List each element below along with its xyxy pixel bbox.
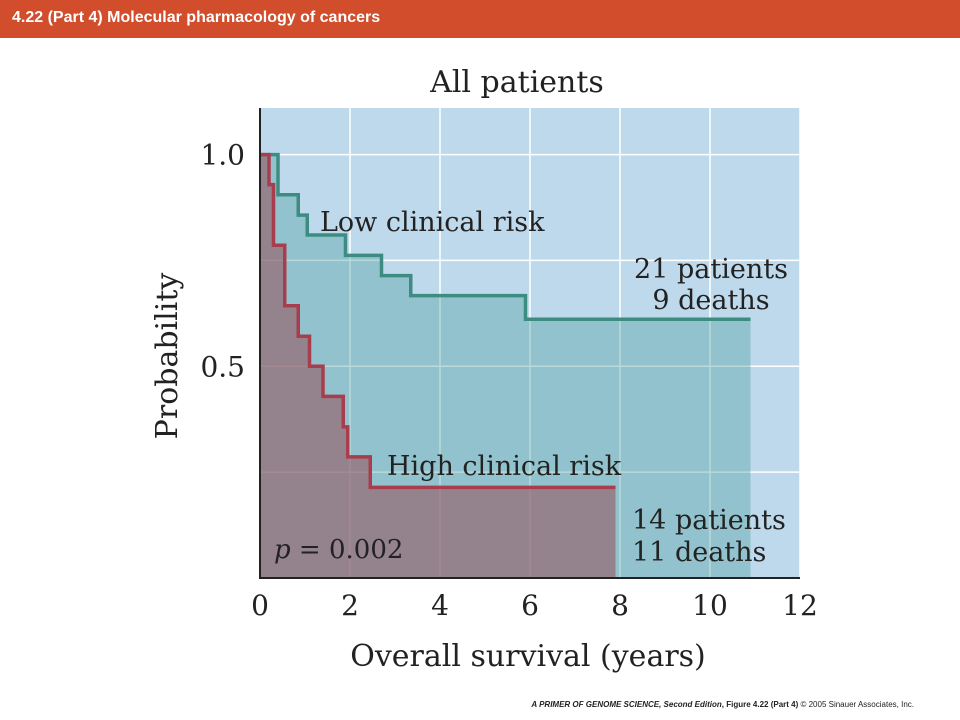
grid-lines — [259, 108, 801, 578]
slide-header: 4.22 (Part 4) Molecular pharmacology of … — [0, 0, 960, 38]
p-value-number: = 0.002 — [291, 535, 404, 565]
y-tick-label-0: 0.5 — [200, 350, 245, 383]
footer-figure: , Figure 4.22 (Part 4) — [721, 700, 799, 709]
x-axis-label: Overall survival (years) — [350, 639, 706, 674]
x-tick-label-4: 8 — [611, 589, 629, 622]
high-risk-area — [260, 154, 616, 578]
x-tick-label-0: 0 — [251, 589, 269, 622]
p-value: p = 0.002 — [274, 535, 403, 565]
low-risk-patients: 21 patients — [634, 254, 788, 285]
high-risk-label: High clinical risk — [387, 451, 622, 482]
low-risk-label: Low clinical risk — [320, 207, 545, 238]
high-risk-patients: 14 patients — [632, 505, 786, 536]
high-risk-deaths: 11 deaths — [632, 537, 766, 568]
x-tick-label-1: 2 — [341, 589, 359, 622]
slide-title: 4.22 (Part 4) Molecular pharmacology of … — [12, 9, 381, 26]
axes: 0 2 4 6 8 10 12 0.5 1.0 — [200, 108, 818, 622]
x-tick-label-5: 10 — [692, 589, 728, 622]
survival-fills — [260, 154, 751, 578]
survival-curves — [260, 152, 751, 490]
footer-copyright: © 2005 Sinauer Associates, Inc. — [798, 700, 914, 709]
x-tick-label-6: 12 — [782, 589, 818, 622]
low-risk-area — [260, 154, 751, 578]
y-tick-label-1: 1.0 — [200, 139, 245, 172]
x-tick-label-2: 4 — [431, 589, 449, 622]
copyright-footer: A PRIMER OF GENOME SCIENCE, Second Editi… — [531, 700, 914, 709]
low-risk-deaths: 9 deaths — [652, 285, 769, 316]
chart-title: All patients — [429, 65, 604, 100]
x-tick-label-3: 6 — [521, 589, 539, 622]
high-risk-curve — [260, 152, 616, 490]
low-risk-curve — [260, 152, 751, 322]
y-axis-label: Probability — [150, 273, 185, 440]
p-value-symbol: p — [274, 535, 291, 565]
footer-book: A PRIMER OF GENOME SCIENCE, Second Editi… — [531, 700, 722, 709]
